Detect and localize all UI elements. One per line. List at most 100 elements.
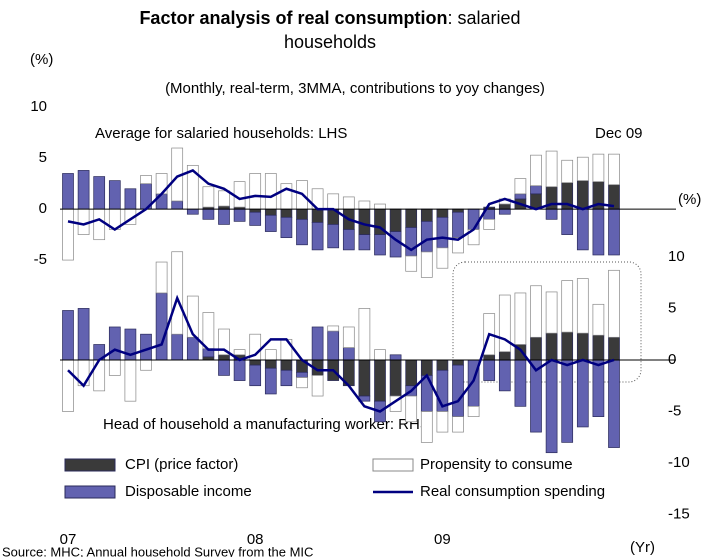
bar <box>124 359 137 402</box>
y2-tick-label: 5 <box>668 299 676 316</box>
bar <box>498 351 511 361</box>
bar <box>498 208 511 215</box>
bar <box>233 349 246 356</box>
bar <box>576 359 589 428</box>
y-unit: (%) <box>30 51 53 68</box>
bar <box>342 347 355 361</box>
bar <box>498 203 511 210</box>
bar <box>140 175 152 185</box>
bar <box>467 208 480 230</box>
bar <box>140 359 152 371</box>
bar <box>233 359 246 381</box>
bar <box>452 416 464 433</box>
bar <box>342 229 355 251</box>
bar <box>296 371 308 378</box>
bar <box>358 308 371 361</box>
bar <box>264 214 277 232</box>
bar <box>608 208 620 256</box>
bar <box>218 208 230 225</box>
bar <box>436 359 449 371</box>
bar <box>405 359 418 387</box>
bar <box>186 208 199 215</box>
y2-tick-label: -15 <box>668 506 690 523</box>
bar <box>405 395 418 423</box>
line <box>67 168 615 252</box>
highlight-box <box>452 261 642 383</box>
bar <box>62 208 74 261</box>
bar <box>93 176 106 210</box>
bar <box>296 208 308 220</box>
bar <box>218 359 230 376</box>
bar <box>93 208 106 241</box>
bar <box>576 332 589 361</box>
bar <box>108 326 121 361</box>
bar <box>561 159 574 184</box>
bar <box>311 326 324 361</box>
bar <box>249 364 262 387</box>
bar <box>186 336 199 361</box>
bar <box>420 359 433 376</box>
bar <box>233 181 246 208</box>
chart-title: Factor analysis of real consumption: sal… <box>130 6 530 54</box>
bar <box>545 291 558 334</box>
bar <box>608 153 620 186</box>
y-tick-label: 5 <box>39 149 47 166</box>
bar <box>264 173 277 210</box>
bar <box>296 377 308 389</box>
bar <box>62 310 74 361</box>
bar <box>561 208 574 235</box>
bar <box>327 193 340 210</box>
bar <box>327 330 340 361</box>
bar <box>483 218 496 230</box>
bar <box>483 354 496 361</box>
bar <box>264 367 277 395</box>
bar <box>483 359 496 381</box>
bar <box>264 208 277 216</box>
bar <box>452 359 464 366</box>
bar <box>514 193 527 200</box>
bar <box>233 208 246 222</box>
bar <box>342 326 355 348</box>
bar <box>374 359 386 402</box>
bar <box>545 208 558 220</box>
bar <box>389 208 402 232</box>
title-bold: Factor analysis of real consumption <box>139 8 448 28</box>
y-tick-label: -5 <box>34 251 47 268</box>
bar <box>608 359 620 448</box>
bar <box>280 359 293 371</box>
bar <box>545 332 558 361</box>
bar <box>420 411 433 443</box>
bar <box>358 359 371 397</box>
bar <box>280 208 293 218</box>
bar <box>420 221 433 253</box>
legend-label: CPI (price factor) <box>125 456 238 473</box>
bar <box>592 334 605 361</box>
bar <box>576 208 589 251</box>
legend-swatch <box>64 485 116 499</box>
x-tick-label: 09 <box>434 531 451 548</box>
bar <box>576 180 589 210</box>
bar <box>218 328 230 356</box>
bar <box>218 354 230 361</box>
line <box>67 294 615 413</box>
bar <box>171 251 184 335</box>
bar <box>530 185 542 195</box>
subtitle: (Monthly, real-term, 3MMA, contributions… <box>165 80 545 97</box>
bar <box>608 336 620 361</box>
bar <box>436 208 449 218</box>
bar <box>592 153 605 182</box>
bar <box>561 280 574 333</box>
bar <box>171 333 184 361</box>
y2-tick-label: -5 <box>668 402 681 419</box>
bar <box>514 359 527 407</box>
bar <box>436 411 449 433</box>
bar <box>62 359 74 412</box>
bar <box>514 178 527 195</box>
bar <box>545 150 558 188</box>
x-unit: (Yr) <box>630 539 655 556</box>
y-tick-label: 10 <box>30 98 47 115</box>
bar <box>389 359 402 397</box>
title-rest: : salaried households <box>283 8 521 52</box>
bar <box>592 303 605 336</box>
bar <box>530 154 542 187</box>
